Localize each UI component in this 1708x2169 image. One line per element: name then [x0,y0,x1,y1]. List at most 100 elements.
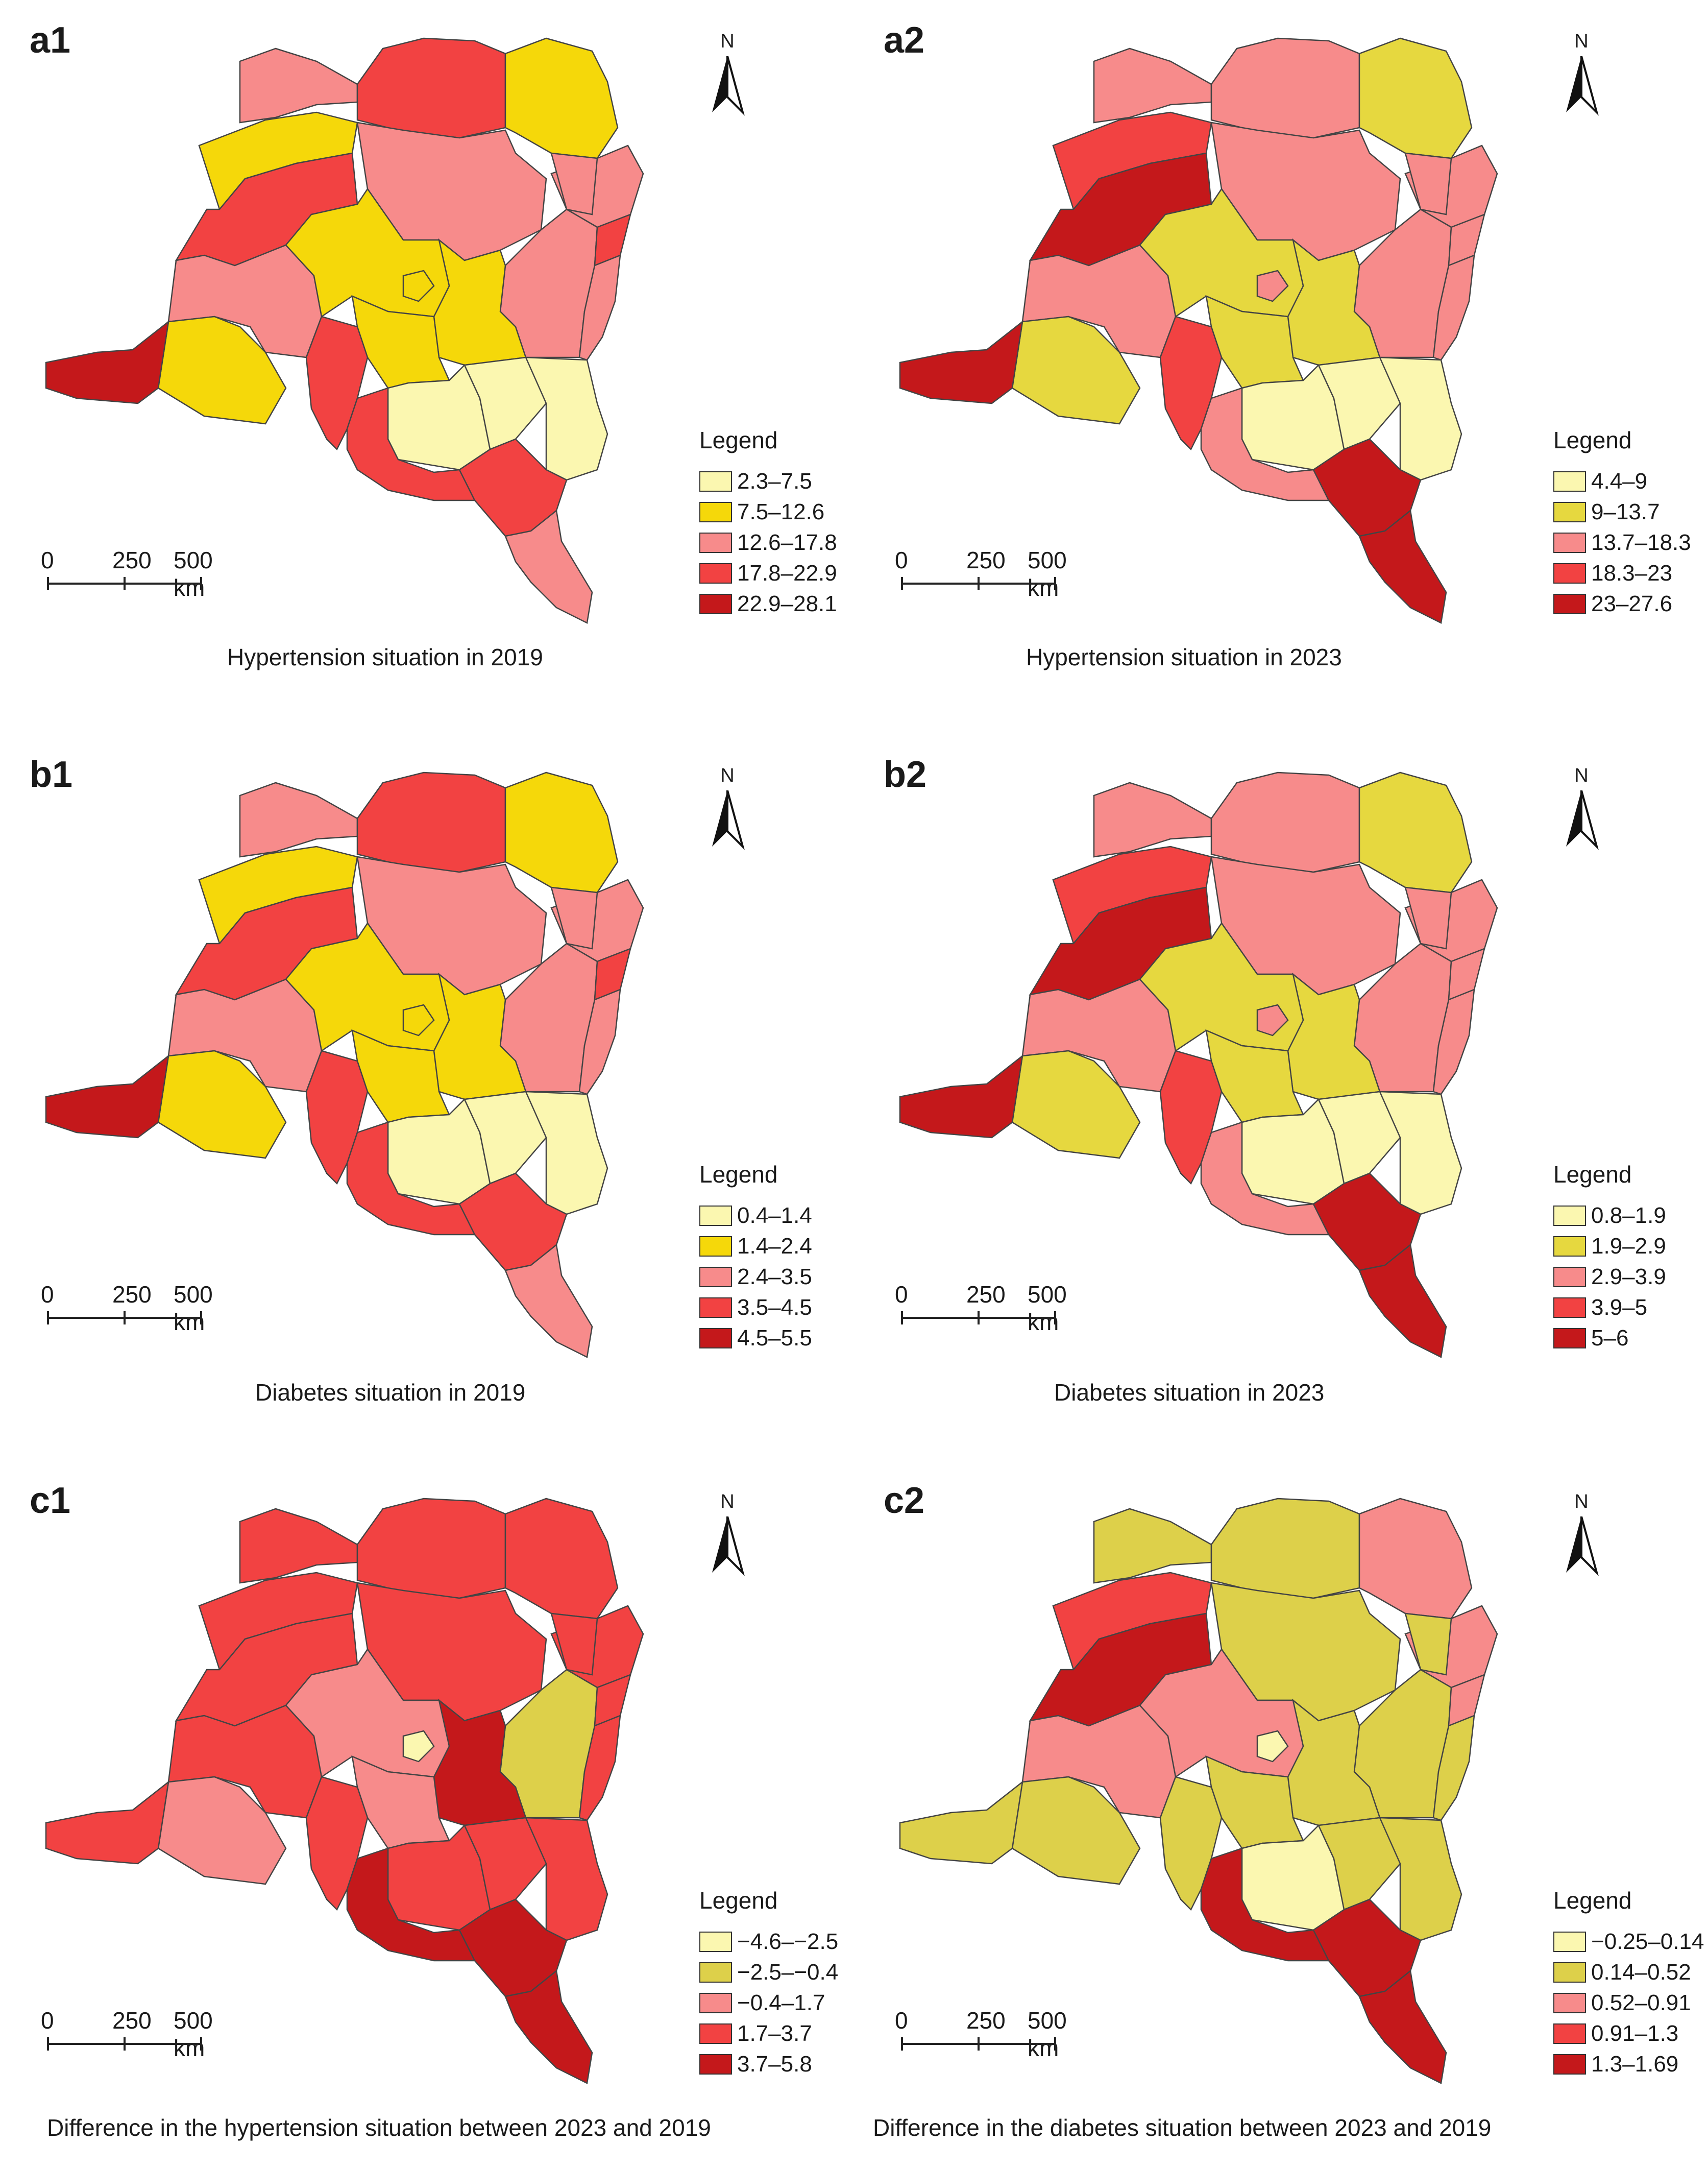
province-region [899,320,1023,404]
legend-swatch [699,594,732,614]
north-label: N [1574,765,1589,786]
scale-tick-label: 0 [895,547,908,573]
scale-tick-label: 500 km [174,2007,213,2061]
north-arrow-icon [1566,1516,1599,1576]
province-region [525,356,608,481]
province-region [525,1091,608,1215]
province-region [899,1054,1023,1139]
scale-line [901,2037,1056,2051]
scale-tick-label: 250 [966,547,1006,573]
legend-swatch [1553,471,1586,492]
panel-label: b1 [30,754,73,795]
map-panel-b2: b2 N 0 250 500 km Legend 0.8–1.9 1.9–2.9 2.9–3.9… [854,734,1708,1443]
legend-swatch [1553,1297,1586,1318]
legend-item: 3.7–5.8 [699,2049,852,2080]
legend-label: 1.7–3.7 [737,2021,812,2046]
map-legend: Legend 0.8–1.9 1.9–2.9 2.9–3.9 3.9–5 5–6 [1553,1161,1706,1354]
province-region [1358,1969,1447,2084]
province-region [1379,356,1462,481]
province-region [1432,989,1475,1095]
province-region [356,1498,506,1599]
province-region [45,320,169,404]
province-region [1210,37,1360,139]
legend-label: −4.6–−2.5 [737,1929,839,1954]
legend-swatch [699,502,732,522]
legend-label: 4.4–9 [1591,469,1648,494]
map-legend: Legend −0.25–0.14 0.14–0.52 0.52–0.91 0.91–1… [1553,1887,1706,2080]
legend-item: 3.5–4.5 [699,1292,852,1323]
province-region [1312,438,1422,537]
north-arrow-icon [712,1516,745,1576]
north-arrow: N [1561,1491,1602,1580]
north-label: N [720,765,735,786]
legend-item: 9–13.7 [1553,497,1706,527]
legend-title: Legend [1553,427,1632,453]
legend-label: 3.7–5.8 [737,2052,812,2077]
scale-tick-label: 500 km [174,547,213,601]
legend-swatch [699,1297,732,1318]
scale-tick-label: 500 km [174,1281,213,1335]
legend-label: −0.25–0.14 [1591,1929,1704,1954]
scale-tick-label: 500 km [1028,547,1067,601]
legend-item: −2.5–−0.4 [699,1957,852,1988]
legend-label: 2.9–3.9 [1591,1264,1666,1289]
panel-caption: Difference in the diabetes situation bet… [873,2114,1492,2141]
legend-title: Legend [1553,1161,1632,1188]
legend-swatch [1553,502,1586,522]
province-region [402,1004,435,1037]
province-region [239,1508,358,1584]
north-arrow-icon [1566,56,1599,116]
panel-label: c1 [30,1480,71,1521]
choropleth-map [45,772,644,1358]
north-arrow: N [1561,31,1602,120]
legend-title: Legend [699,427,778,453]
province-region [1312,1898,1422,1997]
province-region [504,1969,593,2084]
province-region [45,1780,169,1865]
legend-swatch [1553,1236,1586,1257]
legend-item: 2.9–3.9 [1553,1262,1706,1292]
legend-label: 0.91–1.3 [1591,2021,1679,2046]
legend-item: 23–27.6 [1553,589,1706,619]
legend-title: Legend [699,1161,778,1188]
legend-swatch [1553,1206,1586,1226]
map-panel-c2: c2 N 0 250 500 km Legend −0.25–0.14 0.14–0.52 0.… [854,1460,1708,2169]
province-region [1256,1004,1289,1037]
legend-swatch [1553,563,1586,584]
legend-item: 12.6–17.8 [699,527,852,558]
scale-line [47,1311,202,1324]
province-region [1358,1498,1473,1620]
legend-swatch [699,1328,732,1348]
legend-label: 3.5–4.5 [737,1295,812,1320]
province-region [578,254,621,361]
province-region [458,1898,568,1997]
panel-label: c2 [884,1480,925,1521]
choropleth-map [899,37,1498,624]
legend-swatch [1553,594,1586,614]
legend-item: 1.3–1.69 [1553,2049,1706,2080]
province-region [239,47,358,124]
province-region [578,989,621,1095]
scale-bar: 0 250 500 km [895,2007,1075,2061]
province-region [45,1054,169,1139]
north-arrow: N [707,765,748,854]
legend-swatch [1553,1962,1586,1983]
province-region [1256,1730,1289,1763]
province-region [550,1612,598,1676]
legend-swatch [1553,2054,1586,2075]
north-label: N [720,31,735,52]
province-region [356,772,506,873]
province-region [504,509,593,624]
legend-title: Legend [1553,1887,1632,1914]
map-legend: Legend −4.6–−2.5 −2.5–−0.4 −0.4–1.7 1.7–3.7 3… [699,1887,852,2080]
province-region [458,1172,568,1271]
province-region [1379,1091,1462,1215]
province-region [1404,1612,1452,1676]
legend-item: 1.9–2.9 [1553,1231,1706,1262]
province-region [157,1050,287,1159]
province-region [157,316,287,425]
panel-caption: Hypertension situation in 2019 [227,644,543,670]
province-region [525,1817,608,1941]
province-region [402,270,435,302]
legend-label: 12.6–17.8 [737,530,837,555]
